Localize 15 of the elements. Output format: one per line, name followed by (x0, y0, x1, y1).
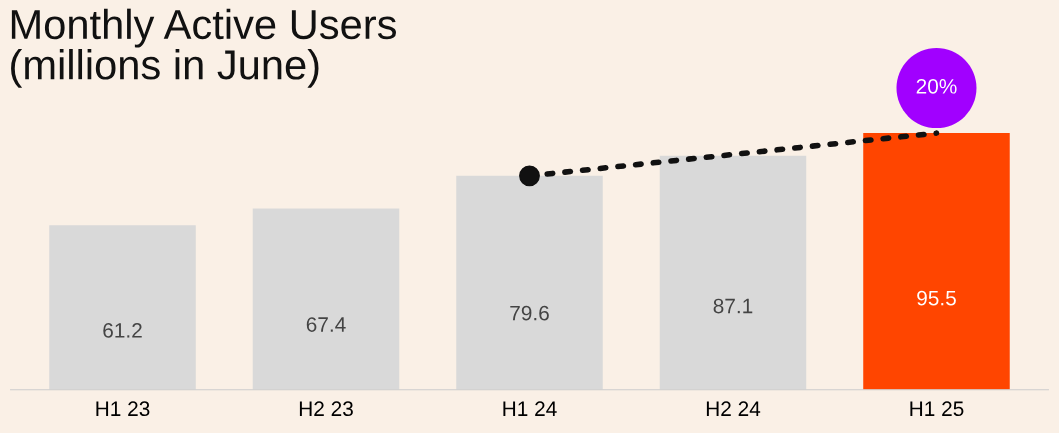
bar (252, 208, 400, 390)
x-tick-label: H1 24 (503, 401, 557, 416)
data-label: 87.1 (713, 298, 753, 314)
bar (49, 225, 196, 390)
annotation: 20% (916, 78, 957, 94)
x-tick-label: H1 25 (910, 401, 964, 417)
x-tick-label: H2 24 (706, 401, 761, 416)
chart-title: Monthly Active Users (millions in June) (11, 8, 396, 88)
data-label: 95.5 (917, 290, 956, 306)
data-label: 61.2 (103, 322, 142, 338)
data-label: 67.4 (306, 317, 346, 332)
x-tick-label: H1 23 (96, 401, 150, 417)
bar (456, 175, 603, 390)
x-tick-label: H2 23 (299, 401, 353, 417)
data-label: 79.6 (510, 305, 549, 321)
